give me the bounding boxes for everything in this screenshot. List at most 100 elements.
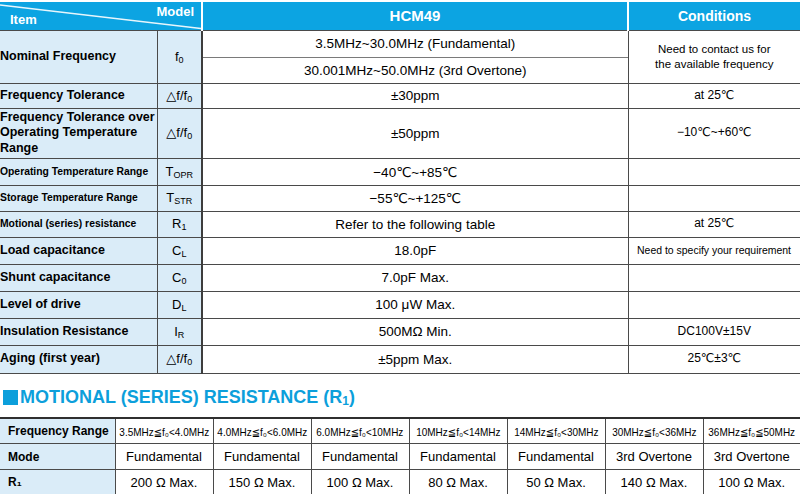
title-pre: MOTIONAL (SERIES) RESISTANCE (R bbox=[20, 387, 342, 407]
row-nominal-frequency: Nominal Frequency f0 3.5MHz~30.0MHz (Fun… bbox=[0, 30, 800, 57]
value-level-of-drive: 100 μW Max. bbox=[202, 291, 628, 318]
model-symbol-ir: IR bbox=[157, 318, 202, 345]
resistance-table: Frequency Range 3.5MHz≦f₀<4.0MHz 4.0MHz≦… bbox=[0, 417, 800, 494]
item-label-motional-resistance: Motional (series) resistance bbox=[0, 211, 157, 237]
condition-motional-resistance: at 25℃ bbox=[628, 211, 800, 237]
item-label-level-of-drive: Level of drive bbox=[0, 291, 157, 318]
r1-value-cell: 150 Ω Max. bbox=[213, 470, 311, 494]
value-operating-temperature: −40℃~+85℃ bbox=[202, 158, 628, 185]
r1-value-cell: 100 Ω Max. bbox=[703, 470, 800, 494]
row-storage-temperature: Storage Temperature Range TSTR −55℃~+125… bbox=[0, 185, 800, 211]
row-label-r1: R₁ bbox=[0, 470, 115, 494]
item-label-operating-temperature: Operating Temperature Range bbox=[0, 158, 157, 185]
mode-cell: Fundamental bbox=[311, 444, 409, 470]
spec-table: Item Model HCM49 Conditions Nominal Freq… bbox=[0, 2, 800, 374]
item-label-text: Motional (series) resistance bbox=[0, 216, 136, 230]
frequency-range-text: 36MHz≦f₀≦50MHz bbox=[708, 426, 795, 438]
value-shunt-capacitance: 7.0pF Max. bbox=[202, 264, 628, 291]
symbol-sub: 0 bbox=[179, 55, 184, 65]
symbol-main: △f/f bbox=[166, 351, 187, 366]
value-fundamental-range: 3.5MHz~30.0MHz (Fundamental) bbox=[202, 30, 628, 57]
value-frequency-tolerance-otr: ±50ppm bbox=[202, 108, 628, 158]
row-aging: Aging (first year) △f/f0 ±5ppm Max. 25℃±… bbox=[0, 345, 800, 373]
title-post: ) bbox=[349, 387, 355, 407]
item-label-shunt-capacitance: Shunt capacitance bbox=[0, 264, 157, 291]
mode-cell: Fundamental bbox=[409, 444, 507, 470]
row-frequency-tolerance-otr: Frequency Tolerance over Operating Tempe… bbox=[0, 108, 800, 158]
symbol-sub: L bbox=[181, 303, 186, 313]
header-item-label: Item bbox=[10, 12, 37, 27]
frequency-range-cell: 10MHz≦f₀<14MHz bbox=[409, 418, 507, 444]
condition-load-capacitance: Need to specify your requirement bbox=[628, 237, 800, 264]
row-label-frequency-range: Frequency Range bbox=[0, 418, 115, 444]
row-label-mode: Mode bbox=[0, 444, 115, 470]
frequency-range-text: 30MHz≦f₀<36MHz bbox=[612, 426, 696, 438]
r1-value-cell: 100 Ω Max. bbox=[311, 470, 409, 494]
mode-cell: Fundamental bbox=[507, 444, 605, 470]
condition-level-of-drive bbox=[628, 291, 800, 318]
frequency-range-cell: 6.0MHz≦f₀<10MHz bbox=[311, 418, 409, 444]
item-label-aging: Aging (first year) bbox=[0, 345, 157, 373]
symbol-sub: L bbox=[181, 249, 186, 259]
item-label-frequency-tolerance-otr: Frequency Tolerance over Operating Tempe… bbox=[0, 108, 157, 158]
condition-aging: 25℃±3℃ bbox=[628, 345, 800, 373]
item-label-load-capacitance: Load capacitance bbox=[0, 237, 157, 264]
model-symbol-dl: DL bbox=[157, 291, 202, 318]
symbol-main: △f/f bbox=[166, 88, 187, 103]
row-motional-resistance: Motional (series) resistance R1 Refer to… bbox=[0, 211, 800, 237]
condition-operating-temperature bbox=[628, 158, 800, 185]
model-symbol-cl: CL bbox=[157, 237, 202, 264]
symbol-sub: OPR bbox=[173, 170, 193, 180]
condition-storage-temperature bbox=[628, 185, 800, 211]
symbol-main: △f/f bbox=[166, 125, 187, 140]
square-bullet-icon bbox=[3, 390, 18, 405]
item-label-insulation-resistance: Insulation Resistance bbox=[0, 318, 157, 345]
row-load-capacitance: Load capacitance CL 18.0pF Need to speci… bbox=[0, 237, 800, 264]
header-conditions-cell: Conditions bbox=[628, 2, 800, 30]
header-product-cell: HCM49 bbox=[202, 2, 628, 30]
row-shunt-capacitance: Shunt capacitance C0 7.0pF Max. bbox=[0, 264, 800, 291]
frequency-range-cell: 3.5MHz≦f₀<4.0MHz bbox=[115, 418, 213, 444]
mode-cell: 3rd Overtone bbox=[605, 444, 703, 470]
resistance-row-frequency-range: Frequency Range 3.5MHz≦f₀<4.0MHz 4.0MHz≦… bbox=[0, 418, 800, 444]
condition-text: Need to specify your requirement bbox=[637, 243, 791, 257]
row-level-of-drive: Level of drive DL 100 μW Max. bbox=[0, 291, 800, 318]
r1-value-cell: 200 Ω Max. bbox=[115, 470, 213, 494]
row-operating-temperature: Operating Temperature Range TOPR −40℃~+8… bbox=[0, 158, 800, 185]
frequency-range-text: 14MHz≦f₀<30MHz bbox=[514, 426, 598, 438]
section-title-text: MOTIONAL (SERIES) RESISTANCE (R1) bbox=[20, 387, 355, 408]
value-aging: ±5ppm Max. bbox=[202, 345, 628, 373]
model-symbol-f0: f0 bbox=[157, 30, 202, 83]
symbol-sub: 0 bbox=[187, 94, 192, 104]
condition-shunt-capacitance bbox=[628, 264, 800, 291]
condition-line-1: Need to contact us for bbox=[629, 42, 800, 57]
frequency-range-text: 6.0MHz≦f₀<10MHz bbox=[316, 426, 403, 438]
header-item-model-cell: Item Model bbox=[0, 2, 202, 30]
r1-value-cell: 50 Ω Max. bbox=[507, 470, 605, 494]
frequency-range-text: 10MHz≦f₀<14MHz bbox=[416, 426, 500, 438]
row-frequency-tolerance: Frequency Tolerance △f/f0 ±30ppm at 25℃ bbox=[0, 83, 800, 108]
value-frequency-tolerance: ±30ppm bbox=[202, 83, 628, 108]
frequency-range-cell: 4.0MHz≦f₀<6.0MHz bbox=[213, 418, 311, 444]
item-label-storage-temperature: Storage Temperature Range bbox=[0, 185, 157, 211]
item-label-frequency-tolerance: Frequency Tolerance bbox=[0, 83, 157, 108]
spec-header-row: Item Model HCM49 Conditions bbox=[0, 2, 800, 30]
symbol-sub: 0 bbox=[187, 131, 192, 141]
symbol-sub: 1 bbox=[181, 222, 186, 232]
condition-frequency-tolerance-otr: −10℃~+60℃ bbox=[628, 108, 800, 158]
r1-value-cell: 80 Ω Max. bbox=[409, 470, 507, 494]
model-symbol-df-f0: △f/f0 bbox=[157, 83, 202, 108]
resistance-row-r1: R₁ 200 Ω Max. 150 Ω Max. 100 Ω Max. 80 Ω… bbox=[0, 470, 800, 494]
condition-nominal-frequency: Need to contact us for the available fre… bbox=[628, 30, 800, 83]
item-label-text: Operating Temperature Range bbox=[0, 164, 148, 178]
symbol-sub: 0 bbox=[181, 276, 186, 286]
header-model-label: Model bbox=[156, 4, 194, 19]
mode-cell: Fundamental bbox=[115, 444, 213, 470]
value-motional-resistance: Refer to the following table bbox=[202, 211, 628, 237]
frequency-range-cell: 36MHz≦f₀≦50MHz bbox=[703, 418, 800, 444]
model-symbol-tstr: TSTR bbox=[157, 185, 202, 211]
frequency-range-cell: 14MHz≦f₀<30MHz bbox=[507, 418, 605, 444]
frequency-range-text: 4.0MHz≦f₀<6.0MHz bbox=[217, 426, 307, 438]
mode-cell: 3rd Overtone bbox=[703, 444, 800, 470]
value-insulation-resistance: 500MΩ Min. bbox=[202, 318, 628, 345]
